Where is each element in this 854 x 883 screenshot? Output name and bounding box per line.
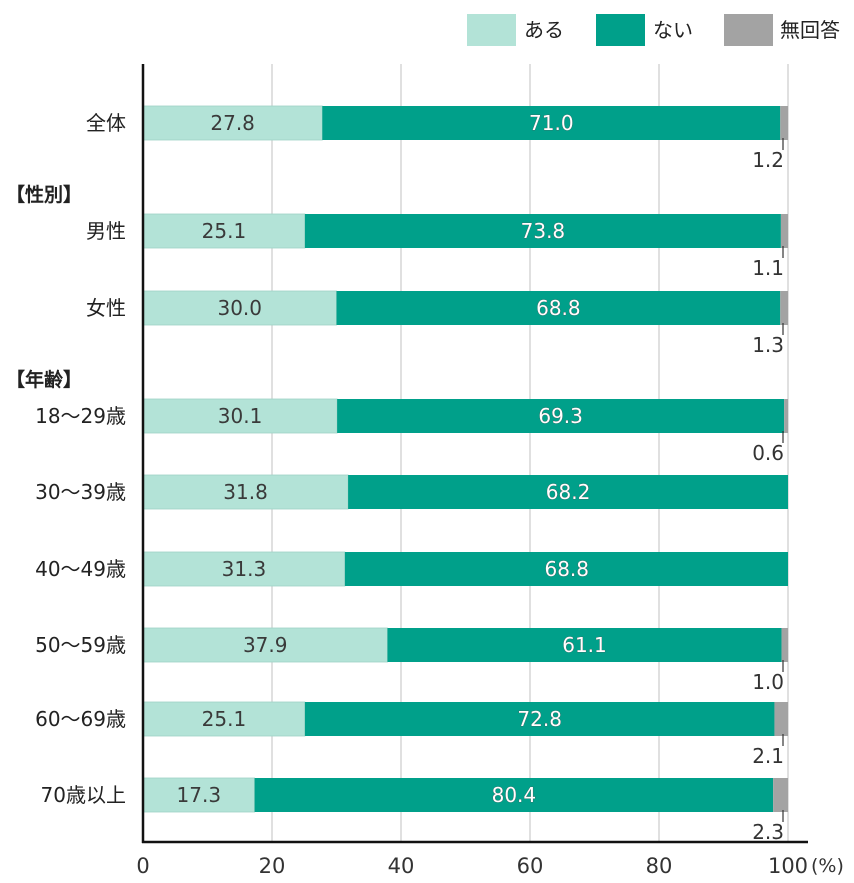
bar-aru-1	[142, 105, 323, 141]
value-label-mukaito-8: 2.1	[752, 744, 784, 768]
legend-swatch-1	[467, 14, 516, 46]
value-label-aru-7: 37.9	[243, 633, 288, 657]
x-tick-label-40: 40	[388, 854, 415, 878]
category-label-6: 40〜49歳	[35, 557, 126, 581]
bar-mukaito-9	[773, 778, 788, 812]
bar-aru-6	[142, 551, 346, 587]
x-tick-label-20: 20	[259, 854, 286, 878]
bar-aru-9	[142, 777, 255, 813]
value-label-aru-1: 27.8	[210, 111, 255, 135]
value-label-aru-3: 30.0	[217, 296, 262, 320]
value-label-mukaito-2: 1.1	[752, 256, 784, 280]
bar-mukaito-3	[780, 291, 788, 325]
value-label-aru-9: 17.3	[177, 783, 222, 807]
x-tick-label-100: 100	[768, 854, 808, 878]
bar-aru-5	[142, 474, 349, 510]
value-label-mukaito-3: 1.3	[752, 333, 784, 357]
legend-swatch-3	[724, 14, 773, 46]
value-label-nai-2: 73.8	[521, 219, 566, 243]
bar-nai-4	[337, 399, 785, 433]
category-label-1: 全体	[86, 111, 126, 135]
value-label-aru-8: 25.1	[202, 707, 247, 731]
x-tick-label-80: 80	[646, 854, 673, 878]
x-unit-label: (%)	[811, 855, 844, 877]
bar-mukaito-2	[780, 214, 788, 248]
category-label-4: 18〜29歳	[35, 404, 126, 428]
x-tick-label-60: 60	[517, 854, 544, 878]
value-label-nai-8: 72.8	[517, 707, 562, 731]
legend-label-2: ない	[653, 18, 693, 42]
bar-nai-1	[322, 106, 781, 140]
bar-nai-5	[348, 475, 788, 509]
bar-mukaito-4	[784, 399, 788, 433]
bar-mukaito-8	[774, 702, 788, 736]
category-label-7: 50〜59歳	[35, 633, 126, 657]
bar-nai-2	[304, 214, 781, 248]
category-label-2: 男性	[86, 219, 126, 243]
bar-aru-3	[142, 290, 337, 326]
value-label-aru-4: 30.1	[218, 404, 263, 428]
x-tick-label-0: 0	[136, 854, 149, 878]
value-label-mukaito-9: 2.3	[752, 820, 784, 844]
category-label-9: 70歳以上	[41, 783, 126, 807]
bar-nai-6	[344, 552, 788, 586]
value-label-mukaito-4: 0.6	[752, 441, 784, 465]
legend-label-1: ある	[524, 18, 564, 42]
category-label-8: 60〜69歳	[35, 707, 126, 731]
bar-mukaito-1	[780, 106, 788, 140]
value-label-aru-6: 31.3	[222, 557, 267, 581]
bar-nai-7	[387, 628, 782, 662]
value-label-nai-5: 68.2	[546, 480, 591, 504]
value-label-nai-7: 61.1	[562, 633, 607, 657]
legend-label-3: 無回答	[780, 18, 840, 42]
value-label-nai-4: 69.3	[538, 404, 583, 428]
bar-nai-8	[304, 702, 775, 736]
value-label-mukaito-7: 1.0	[752, 670, 784, 694]
bar-nai-3	[336, 291, 781, 325]
bar-nai-9	[254, 778, 774, 812]
category-label-5: 30〜39歳	[35, 480, 126, 504]
group-header-2: 【年齢】	[6, 368, 82, 391]
value-label-aru-5: 31.8	[223, 480, 268, 504]
value-label-mukaito-1: 1.2	[752, 148, 784, 172]
group-header-1: 【性別】	[6, 183, 82, 206]
category-label-3: 女性	[86, 296, 126, 320]
value-label-nai-3: 68.8	[536, 296, 581, 320]
value-label-nai-9: 80.4	[492, 783, 537, 807]
value-label-aru-2: 25.1	[202, 219, 247, 243]
value-label-nai-1: 71.0	[529, 111, 574, 135]
value-label-nai-6: 68.8	[544, 557, 589, 581]
bar-aru-2	[142, 213, 306, 249]
legend-swatch-2	[596, 14, 645, 46]
bar-mukaito-7	[781, 628, 788, 662]
